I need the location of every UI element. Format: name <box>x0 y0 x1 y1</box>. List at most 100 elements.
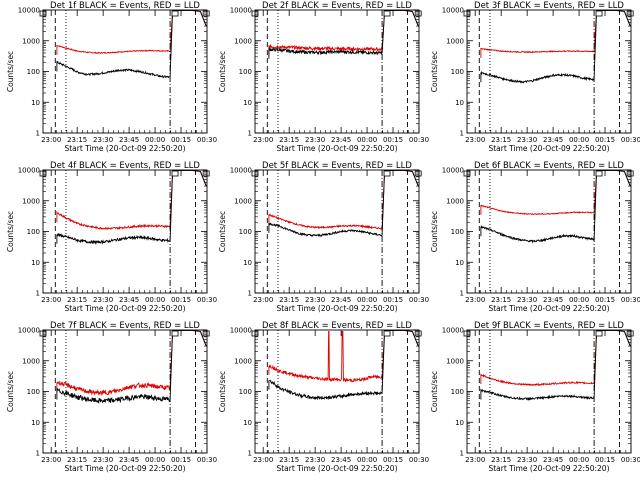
flag-box-3 <box>626 10 634 17</box>
x-tick-label: 23:30 <box>305 296 325 304</box>
y-tick-label: 10 <box>243 259 252 267</box>
x-axis-label: Start Time (20-Oct-09 22:50:20) <box>488 464 609 473</box>
y-tick-label: 1000 <box>234 37 252 45</box>
x-tick-label: 23:45 <box>119 296 139 304</box>
y-tick-label: 100 <box>451 388 464 396</box>
x-tick-label: 23:15 <box>67 296 87 304</box>
y-axis-label: Counts/sec <box>430 371 439 412</box>
flag-box-2 <box>383 10 391 17</box>
y-tick-label: 100 <box>239 68 252 76</box>
y-tick-label: 1000 <box>22 37 40 45</box>
y-tick-label: 100 <box>451 68 464 76</box>
y-tick-label: 10 <box>455 419 464 427</box>
y-tick-label: 10 <box>455 259 464 267</box>
plot-frame <box>254 329 420 454</box>
y-axis-label: Counts/sec <box>6 371 15 412</box>
plot-frame <box>42 169 208 294</box>
x-axis-label: Start Time (20-Oct-09 22:50:20) <box>276 304 397 313</box>
y-tick-label: 1 <box>460 130 464 138</box>
panel-title: Det 2f BLACK = Events, RED = LLD <box>262 1 412 11</box>
x-axis-label: Start Time (20-Oct-09 22:50:20) <box>276 464 397 473</box>
x-tick-label: 23:15 <box>491 296 511 304</box>
y-tick-label: 10000 <box>18 167 40 175</box>
detector-panel-6: Det 6f BLACK = Events, RED = LLD 1 10 100 10… <box>430 161 640 313</box>
x-tick-label: 00:30 <box>409 456 429 464</box>
x-tick-label: 00:00 <box>569 296 589 304</box>
y-axis-label: Counts/sec <box>218 371 227 412</box>
y-axis-label: Counts/sec <box>218 51 227 92</box>
x-tick-label: 23:45 <box>543 456 563 464</box>
x-tick-label: 00:30 <box>621 136 640 144</box>
y-tick-label: 100 <box>451 228 464 236</box>
flag-box-3 <box>202 10 210 17</box>
y-tick-label: 1 <box>460 450 464 458</box>
events-series-line <box>480 9 631 84</box>
panel-title: Det 3f BLACK = Events, RED = LLD <box>474 1 624 11</box>
panel-title: Det 4f BLACK = Events, RED = LLD <box>50 161 200 171</box>
y-tick-label: 1000 <box>446 37 464 45</box>
y-tick-label: 10 <box>243 99 252 107</box>
detector-panel-8: Det 8f BLACK = Events, RED = LLD 1 10 100 10… <box>218 321 429 473</box>
detector-panel-3: Det 3f BLACK = Events, RED = LLD 1 10 100 10… <box>430 1 640 153</box>
y-tick-label: 1 <box>36 130 40 138</box>
lld-series-line <box>268 329 419 383</box>
flag-box-2 <box>595 330 603 337</box>
y-tick-label: 100 <box>239 388 252 396</box>
detector-panel-1: Det 1f BLACK = Events, RED = LLD 1 10 100 10… <box>6 1 217 153</box>
x-tick-label: 23:15 <box>491 136 511 144</box>
y-tick-label: 100 <box>239 228 252 236</box>
x-tick-label: 00:00 <box>357 136 377 144</box>
y-tick-label: 1 <box>36 450 40 458</box>
plot-frame <box>466 329 632 454</box>
panel-title: Det 7f BLACK = Events, RED = LLD <box>50 321 200 331</box>
y-tick-label: 100 <box>27 228 40 236</box>
plot-frame <box>42 9 208 134</box>
x-tick-label: 23:45 <box>119 136 139 144</box>
y-tick-label: 10000 <box>230 7 252 15</box>
y-axis-label: Counts/sec <box>430 51 439 92</box>
x-tick-label: 00:30 <box>409 136 429 144</box>
events-series-line <box>268 169 419 238</box>
flag-box-3 <box>414 10 422 17</box>
x-tick-label: 23:00 <box>41 296 61 304</box>
y-tick-label: 10000 <box>18 7 40 15</box>
y-axis-label: Counts/sec <box>430 211 439 252</box>
x-tick-label: 00:30 <box>409 296 429 304</box>
y-tick-label: 10000 <box>442 7 464 15</box>
x-tick-label: 23:00 <box>465 136 485 144</box>
x-tick-label: 23:45 <box>543 296 563 304</box>
x-tick-label: 23:45 <box>119 456 139 464</box>
x-tick-label: 00:00 <box>357 456 377 464</box>
x-tick-label: 00:15 <box>383 136 403 144</box>
y-axis-label: Counts/sec <box>6 211 15 252</box>
y-tick-label: 10000 <box>18 327 40 335</box>
x-tick-label: 23:00 <box>41 136 61 144</box>
y-tick-label: 10000 <box>442 327 464 335</box>
x-tick-label: 23:00 <box>41 456 61 464</box>
panel-title: Det 1f BLACK = Events, RED = LLD <box>50 1 200 11</box>
x-axis-label: Start Time (20-Oct-09 22:50:20) <box>488 304 609 313</box>
flag-box-2 <box>171 10 179 17</box>
y-tick-label: 1 <box>460 290 464 298</box>
y-tick-label: 1000 <box>22 197 40 205</box>
x-tick-label: 23:45 <box>331 456 351 464</box>
x-tick-label: 23:30 <box>93 296 113 304</box>
flag-box-2 <box>595 10 603 17</box>
flag-box-3 <box>414 170 422 177</box>
y-tick-label: 10 <box>31 259 40 267</box>
x-tick-label: 00:15 <box>383 296 403 304</box>
y-tick-label: 1 <box>36 290 40 298</box>
y-tick-label: 10 <box>31 99 40 107</box>
detector-panel-9: Det 9f BLACK = Events, RED = LLD 1 10 100 10… <box>430 321 640 473</box>
x-tick-label: 23:15 <box>67 456 87 464</box>
x-tick-label: 00:00 <box>569 456 589 464</box>
y-tick-label: 100 <box>27 68 40 76</box>
x-axis-label: Start Time (20-Oct-09 22:50:20) <box>64 304 185 313</box>
y-tick-label: 1 <box>248 130 252 138</box>
events-series-line <box>56 329 207 404</box>
detector-panel-2: Det 2f BLACK = Events, RED = LLD 1 10 100 10… <box>218 1 429 153</box>
detector-panel-4: Det 4f BLACK = Events, RED = LLD 1 10 100 10… <box>6 161 217 313</box>
lld-series-line <box>480 9 631 58</box>
x-tick-label: 00:15 <box>171 456 191 464</box>
